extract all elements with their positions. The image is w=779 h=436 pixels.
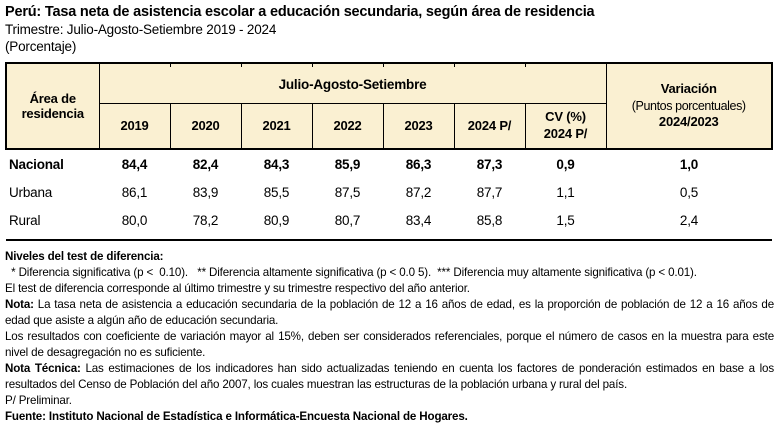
cell-value: 87,7 bbox=[476, 185, 503, 200]
note-significance-levels: * Diferencia significativa (p < 0.10). *… bbox=[5, 266, 697, 279]
variation-header-line1: Variación bbox=[660, 80, 717, 96]
cell-value: 87,3 bbox=[476, 156, 503, 172]
title-block: Perú: Tasa neta de asistencia escolar a … bbox=[5, 4, 774, 55]
col-header-variation: Variación (Puntos porcentuales) 2024/202… bbox=[605, 62, 773, 150]
cell-value: 87,5 bbox=[334, 185, 361, 200]
cell-value: 86,3 bbox=[405, 156, 432, 172]
row-label: Urbana bbox=[9, 185, 53, 200]
page-subtitle-unit: (Porcentaje) bbox=[5, 39, 77, 54]
page-subtitle-period: Trimestre: Julio-Agosto-Setiembre 2019 -… bbox=[5, 22, 277, 37]
col-header-2019: 2019 bbox=[98, 102, 171, 150]
note-definition-text: La tasa neta de asistencia a educación s… bbox=[5, 298, 774, 327]
note-cv-warning: Los resultados con coeficiente de variac… bbox=[5, 330, 774, 359]
variation-header-line2: (Puntos porcentuales) bbox=[631, 98, 746, 113]
footnotes: Niveles del test de diferencia: * Difere… bbox=[5, 249, 774, 425]
cell-value: 85,9 bbox=[334, 156, 361, 172]
cell-value: 1,1 bbox=[556, 185, 575, 200]
note-technical-text: Las estimaciones de los indicadores han … bbox=[5, 362, 775, 391]
cell-value: 80,0 bbox=[99, 207, 170, 241]
row-label: Nacional bbox=[9, 156, 64, 172]
cell-value: 86,1 bbox=[121, 185, 148, 200]
cell-value: 2,4 bbox=[606, 207, 772, 241]
col-header-2022: 2022 bbox=[311, 102, 384, 150]
statistics-table: Área de residencia Variación (Puntos por… bbox=[5, 62, 773, 241]
cv-header-line2: 2024 P/ bbox=[543, 125, 588, 141]
col-header-2023: 2023 bbox=[382, 102, 455, 150]
table-row-rural: Rural 80,0 78,2 80,9 80,7 83,4 85,8 1,5 … bbox=[6, 207, 772, 241]
note-definition-label: Nota: bbox=[5, 298, 34, 311]
group-header-row: Julio-Agosto-Setiembre bbox=[6, 67, 772, 104]
note-preliminary: P/ Preliminar. bbox=[5, 394, 72, 407]
cell-value: 83,4 bbox=[383, 207, 454, 241]
note-levels-heading: Niveles del test de diferencia: bbox=[5, 250, 164, 263]
cell-value: 85,8 bbox=[454, 207, 525, 241]
cell-value: 78,2 bbox=[170, 207, 241, 241]
header-artifact-row: Área de residencia Variación (Puntos por… bbox=[5, 62, 773, 150]
cell-value: 1,0 bbox=[679, 156, 699, 172]
variation-header-line3: 2024/2023 bbox=[658, 114, 719, 130]
cell-value: 84,3 bbox=[263, 156, 290, 172]
note-technical-label: Nota Técnica: bbox=[5, 362, 81, 375]
cell-value: 80,7 bbox=[312, 207, 383, 241]
cell-value: 80,9 bbox=[241, 207, 312, 241]
cell-value: 87,2 bbox=[405, 185, 432, 200]
col-header-area: Área de residencia bbox=[5, 62, 100, 150]
cell-value: 82,4 bbox=[192, 156, 219, 172]
cell-value: 83,9 bbox=[192, 185, 219, 200]
year-header-row: 2019 2020 2021 2022 2023 2024 P/ CV (%) … bbox=[6, 102, 772, 150]
note-definition: Nota: La tasa neta de asistencia a educa… bbox=[5, 297, 774, 329]
cell-value: 0,9 bbox=[556, 156, 575, 172]
note-test-scope: El test de diferencia corresponde al últ… bbox=[5, 282, 470, 295]
table-row-nacional: Nacional 84,4 82,4 84,3 85,9 86,3 87,3 0… bbox=[6, 149, 772, 178]
cell-value: 0,5 bbox=[679, 185, 699, 200]
note-technical: Nota Técnica: Las estimaciones de los in… bbox=[5, 361, 774, 393]
col-group-header-trimester: Julio-Agosto-Setiembre bbox=[98, 67, 607, 104]
col-header-cv: CV (%) 2024 P/ bbox=[524, 102, 607, 150]
col-header-2024: 2024 P/ bbox=[453, 102, 526, 150]
note-source: Fuente: Instituto Nacional de Estadístic… bbox=[5, 410, 468, 423]
cell-value: 85,5 bbox=[263, 185, 290, 200]
table-row-urbana: Urbana 86,1 83,9 85,5 87,5 87,2 87,7 1,1… bbox=[6, 178, 772, 207]
cell-value: 1,5 bbox=[525, 207, 606, 241]
col-header-2020: 2020 bbox=[169, 102, 242, 150]
page-title: Perú: Tasa neta de asistencia escolar a … bbox=[5, 4, 595, 20]
cv-header-line1: CV (%) bbox=[545, 108, 586, 124]
report-page: Perú: Tasa neta de asistencia escolar a … bbox=[5, 4, 774, 425]
row-label: Rural bbox=[6, 207, 99, 241]
col-header-2021: 2021 bbox=[240, 102, 313, 150]
cell-value: 84,4 bbox=[121, 156, 148, 172]
